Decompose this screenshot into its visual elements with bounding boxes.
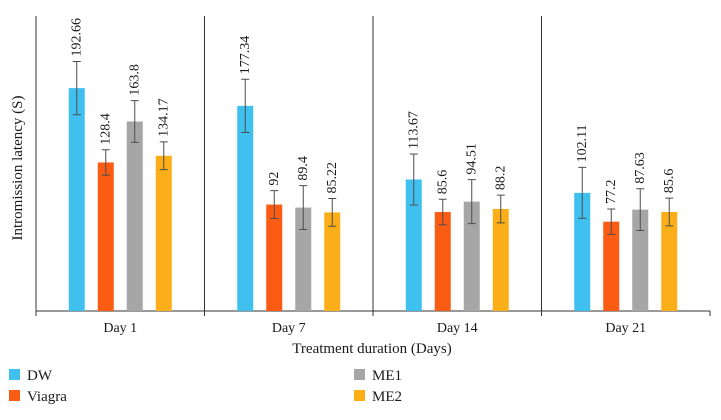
y-axis-title: Intromission latency (S) bbox=[10, 96, 26, 241]
data-label: 192.66 bbox=[70, 18, 85, 57]
x-axis-title: Treatment duration (Days) bbox=[292, 341, 451, 357]
data-label: 92 bbox=[267, 172, 282, 186]
legend-swatch bbox=[354, 369, 365, 380]
error-bar bbox=[101, 149, 110, 176]
data-label: 134.17 bbox=[157, 98, 172, 137]
data-label: 102.11 bbox=[575, 124, 590, 162]
data-label: 85.6 bbox=[662, 169, 677, 194]
x-tick-label: Day 21 bbox=[605, 321, 646, 336]
error-bar bbox=[578, 166, 587, 219]
error-bar bbox=[130, 100, 139, 143]
legend-swatch bbox=[9, 390, 20, 401]
legend-label: ME1 bbox=[372, 368, 402, 384]
bar-dw-day-7 bbox=[237, 105, 254, 312]
data-label: 128.4 bbox=[99, 113, 114, 145]
data-label: 113.67 bbox=[407, 111, 422, 149]
bar-viagra-day-14 bbox=[434, 211, 451, 311]
bar-viagra-day-1 bbox=[97, 162, 114, 311]
legend-label: Viagra bbox=[27, 389, 67, 405]
bar-me1-day-1 bbox=[126, 121, 143, 311]
bar-dw-day-21 bbox=[574, 192, 591, 311]
bar-me2-day-7 bbox=[324, 212, 341, 311]
bar-dw-day-14 bbox=[405, 179, 422, 311]
error-bar bbox=[270, 190, 279, 219]
error-bar bbox=[438, 198, 447, 226]
data-label: 177.34 bbox=[238, 36, 253, 75]
data-label: 85.22 bbox=[325, 162, 340, 194]
x-tick-labels: Day 1 Day 7 Day 14 Day 21 bbox=[103, 321, 646, 336]
bar-viagra-day-21 bbox=[603, 221, 620, 311]
error-bar bbox=[299, 185, 308, 231]
error-bars bbox=[72, 61, 674, 235]
data-label: 88.2 bbox=[494, 166, 509, 191]
bar-me1-day-14 bbox=[463, 201, 480, 311]
bar-viagra-day-7 bbox=[266, 204, 283, 311]
x-tick-label: Day 1 bbox=[103, 321, 137, 336]
legend-label: ME2 bbox=[372, 389, 402, 405]
legend-swatch bbox=[9, 369, 20, 380]
bar-me1-day-21 bbox=[632, 209, 649, 311]
x-tick-label: Day 14 bbox=[437, 321, 478, 336]
legend: DW Viagra ME1 ME2 bbox=[9, 368, 402, 405]
data-label: 94.51 bbox=[465, 143, 480, 175]
error-bar bbox=[409, 153, 418, 206]
error-bar bbox=[636, 188, 645, 231]
error-bar bbox=[496, 194, 505, 224]
data-label: 87.63 bbox=[633, 152, 648, 184]
error-bar bbox=[159, 141, 168, 171]
bar-me1-day-7 bbox=[295, 207, 312, 311]
error-bar bbox=[467, 179, 476, 225]
error-bar bbox=[72, 61, 81, 116]
data-label: 89.4 bbox=[296, 156, 311, 181]
data-label: 163.8 bbox=[128, 64, 143, 96]
bars bbox=[68, 88, 678, 312]
error-bar bbox=[665, 197, 674, 227]
data-label: 77.2 bbox=[604, 179, 619, 204]
bar-me2-day-1 bbox=[155, 155, 172, 311]
error-bar bbox=[241, 78, 250, 133]
legend-label: DW bbox=[27, 368, 53, 384]
data-labels: 192.66 128.4 163.8 134.17 177.34 92 89.4 85.22 1… bbox=[70, 18, 678, 204]
bar-me2-day-14 bbox=[492, 208, 509, 311]
bar-me2-day-21 bbox=[661, 211, 678, 311]
axes bbox=[35, 16, 711, 316]
data-label: 85.6 bbox=[436, 170, 451, 195]
bar-dw-day-1 bbox=[68, 88, 85, 311]
legend-swatch bbox=[354, 390, 365, 401]
error-bar bbox=[607, 208, 616, 235]
x-tick-label: Day 7 bbox=[272, 321, 306, 336]
error-bar bbox=[328, 198, 337, 227]
